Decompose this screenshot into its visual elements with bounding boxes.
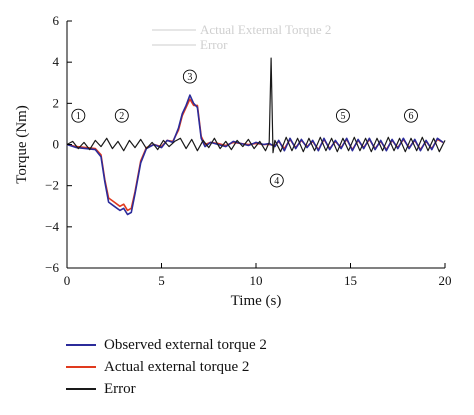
annotation-label: 4 bbox=[274, 176, 279, 187]
legend-label-observed: Observed external torque 2 bbox=[104, 336, 267, 353]
series-line-error bbox=[66, 57, 446, 154]
x-tick-label: 15 bbox=[344, 273, 357, 288]
series-line-observed-external-torque-2 bbox=[66, 94, 444, 216]
ghost-legend-label: Actual External Torque 2 bbox=[200, 22, 331, 37]
annotation-circle bbox=[182, 69, 197, 84]
annotation-label: 3 bbox=[187, 72, 192, 83]
legend-item-error: Error bbox=[66, 378, 267, 400]
legend-swatch-actual bbox=[66, 366, 96, 368]
y-tick-label: 6 bbox=[53, 13, 60, 28]
y-tick-label: 2 bbox=[53, 95, 60, 110]
annotations: 1 2 3 4 5 6 bbox=[71, 69, 418, 188]
y-tick-label: 4 bbox=[53, 54, 60, 69]
legend-item-actual: Actual external torque 2 bbox=[66, 356, 267, 378]
legend-swatch-error bbox=[66, 388, 96, 390]
series-lines bbox=[66, 57, 446, 216]
legend-label-actual: Actual external torque 2 bbox=[104, 358, 250, 375]
annotation-label: 1 bbox=[76, 111, 81, 122]
annotation-circle bbox=[114, 108, 129, 123]
y-tick-label: 0 bbox=[53, 137, 60, 152]
annotation-label: 5 bbox=[340, 111, 345, 122]
y-axis-title: Torque (Nm) bbox=[14, 105, 30, 184]
y-tick-label: −2 bbox=[45, 178, 59, 193]
annotation-label: 6 bbox=[408, 111, 413, 122]
x-tick-label: 0 bbox=[64, 273, 71, 288]
annotation-circle bbox=[404, 108, 418, 123]
legend-label-error: Error bbox=[104, 380, 136, 397]
legend: Observed external torque 2 Actual extern… bbox=[66, 334, 267, 400]
legend-item-observed: Observed external torque 2 bbox=[66, 334, 267, 356]
annotation-label: 2 bbox=[119, 111, 124, 122]
x-tick-label: 10 bbox=[250, 273, 263, 288]
x-tick-label: 20 bbox=[439, 273, 452, 288]
y-tick-label: −4 bbox=[45, 219, 59, 234]
y-tick-label: −6 bbox=[45, 260, 59, 275]
x-axis-title: Time (s) bbox=[231, 293, 282, 309]
ghost-legend-label: Error bbox=[200, 37, 228, 52]
plot-area bbox=[66, 21, 445, 269]
x-tick-label: 5 bbox=[158, 273, 165, 288]
annotation-circle bbox=[269, 173, 284, 188]
legend-swatch-observed bbox=[66, 344, 96, 346]
annotation-circle bbox=[71, 108, 86, 123]
annotation-circle bbox=[335, 108, 350, 123]
